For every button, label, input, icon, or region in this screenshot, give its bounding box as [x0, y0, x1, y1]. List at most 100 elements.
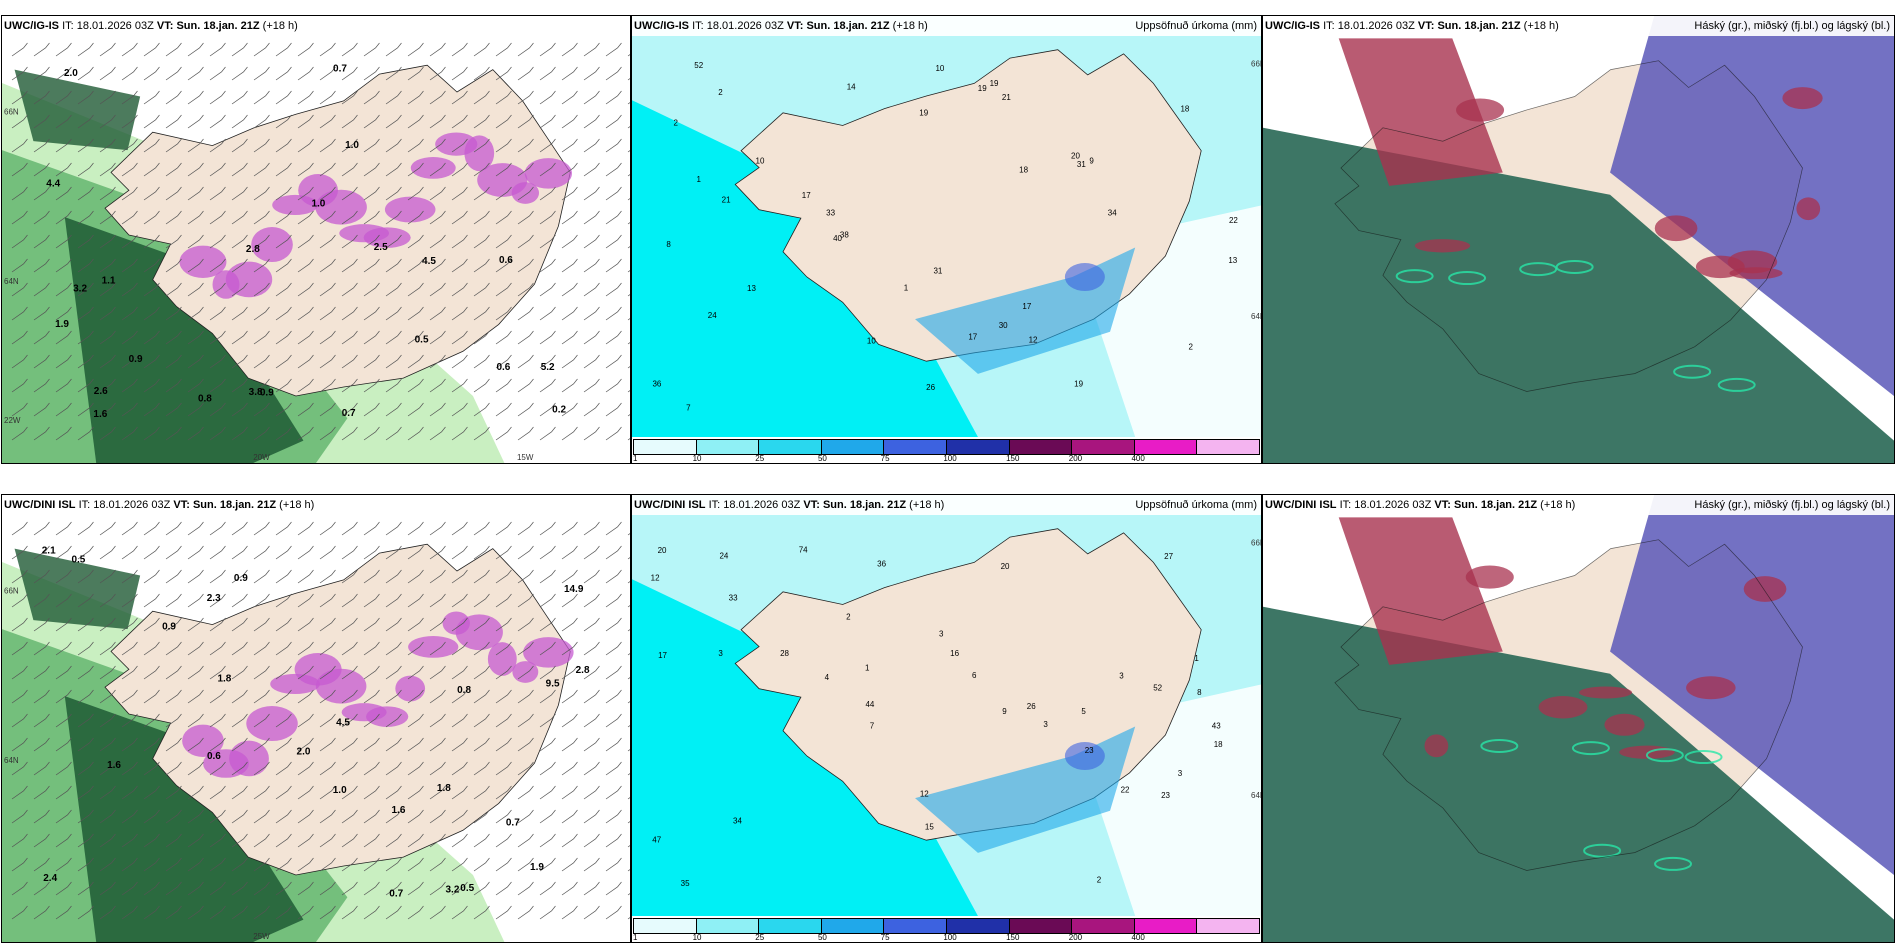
legend-swatch [821, 440, 885, 454]
axis-label: 64N [4, 277, 19, 286]
value-label: 4.4 [46, 179, 60, 190]
value-label: 2.8 [246, 244, 260, 255]
value-label: 2.0 [64, 68, 78, 79]
panel-dini-precip: UWC/DINI ISL IT: 18.01.2026 03Z VT: Sun.… [631, 494, 1262, 943]
value-label: 2.4 [43, 873, 57, 884]
legend-swatch [759, 919, 822, 933]
value-label: 2.5 [374, 242, 388, 253]
value-label: 1.6 [391, 805, 405, 816]
value-label: 0.8 [457, 685, 471, 696]
value-label: 22 [1121, 785, 1130, 794]
value-label: 0.9 [260, 388, 274, 399]
panel-header: UWC/DINI ISL IT: 18.01.2026 03Z VT: Sun.… [1263, 495, 1894, 515]
legend-swatch [884, 919, 947, 933]
panel-dini-wind: UWC/DINI ISL IT: 18.01.2026 03Z VT: Sun.… [1, 494, 631, 943]
value-label: 0.7 [389, 888, 403, 899]
legend-tick: 75 [880, 933, 890, 942]
value-label: 31 [933, 266, 942, 275]
value-label: 19 [919, 109, 928, 118]
value-label: 10 [935, 64, 944, 73]
legend-swatch [696, 440, 760, 454]
wind-map: 0.7 0.8 0.5 0.9 1.6 2.3 3.2 2.4 1.9 9.5 2.1 1.8 14.9… [2, 495, 630, 942]
axis-label: 64N [1251, 791, 1261, 800]
axis-label: 66N [4, 107, 19, 116]
value-label: 1.9 [55, 319, 69, 330]
value-label: 0.8 [198, 393, 212, 404]
value-label: 31 [1077, 160, 1086, 169]
value-label: 40 [833, 234, 842, 243]
legend-tick: 10 [692, 933, 702, 942]
legend-tick: 25 [755, 933, 765, 942]
legend-swatch [821, 919, 885, 933]
value-label: 10 [867, 337, 876, 346]
value-label: 23 [1161, 791, 1170, 800]
value-label: 38 [840, 231, 849, 240]
value-label: 0.6 [496, 362, 510, 373]
precip-legend: 1 10 25 50 75 100 150 200 400 [632, 916, 1261, 942]
value-label: 4 [825, 673, 830, 682]
legend-swatch [1009, 919, 1073, 933]
value-label: 7 [870, 721, 875, 730]
panel-ig-cloud: UWC/IG-IS IT: 18.01.2026 03Z VT: Sun. 18… [1262, 15, 1895, 464]
value-label: 3.8 [249, 387, 263, 398]
value-label: 17 [802, 191, 811, 200]
value-label: 4.5 [336, 717, 350, 728]
value-label: 1 [865, 664, 870, 673]
precip-legend: 1 10 25 50 75 100 150 200 400 [632, 437, 1261, 463]
panel-header: UWC/DINI ISL IT: 18.01.2026 03Z VT: Sun.… [632, 495, 1261, 515]
value-label: 18 [1180, 105, 1189, 114]
value-label: 9.5 [546, 678, 560, 689]
value-label: 14.9 [564, 584, 584, 595]
legend-tick: 50 [817, 454, 827, 463]
value-label: 16 [950, 649, 959, 658]
value-label: 26 [926, 383, 935, 392]
value-label: 3 [1119, 672, 1124, 681]
value-label: 33 [826, 209, 835, 218]
axis-label: 66N [1251, 60, 1261, 69]
value-label: 15 [925, 822, 934, 831]
axis-label: 25W [253, 932, 270, 941]
value-label: 1.0 [333, 785, 347, 796]
value-label: 9 [1002, 707, 1007, 716]
value-label: 20 [1071, 151, 1080, 160]
value-label: 2.6 [94, 386, 108, 397]
legend-swatch [946, 440, 1010, 454]
value-label: 47 [652, 836, 661, 845]
value-label: 1.8 [437, 783, 451, 794]
legend-swatch [1134, 919, 1198, 933]
axis-label: 22W [4, 416, 21, 425]
value-label: 0.6 [207, 751, 221, 762]
value-label: 36 [877, 560, 886, 569]
value-label: 3 [718, 649, 723, 658]
axis-label: 64N [1251, 312, 1261, 321]
legend-tick: 400 [1131, 933, 1145, 942]
value-label: 17 [1022, 302, 1031, 311]
value-label: 4.5 [422, 256, 436, 267]
value-label: 1.6 [93, 409, 107, 420]
value-label: 2.3 [207, 593, 221, 604]
value-label: 8 [666, 240, 671, 249]
value-label: 0.9 [129, 354, 143, 365]
legend-swatch [1197, 919, 1259, 933]
legend-tick: 50 [817, 933, 827, 942]
value-label: 0.5 [71, 555, 85, 566]
value-label: 74 [799, 545, 808, 554]
value-label: 21 [722, 195, 731, 204]
value-label: 14 [847, 83, 856, 92]
value-label: 2 [1188, 343, 1193, 352]
value-label: 1 [1194, 654, 1199, 663]
legend-swatch [696, 919, 760, 933]
legend-swatch [634, 919, 697, 933]
legend-swatch [1072, 440, 1135, 454]
value-label: 28 [780, 649, 789, 658]
value-label: 19 [990, 79, 999, 88]
value-label: 20 [658, 546, 667, 555]
value-label: 0.5 [415, 335, 429, 346]
value-label: 34 [1108, 208, 1117, 217]
value-label: 3.2 [446, 885, 460, 896]
legend-tick: 75 [880, 454, 890, 463]
value-label: 18 [1019, 165, 1028, 174]
value-label: 2 [846, 612, 851, 621]
legend-swatch [634, 440, 697, 454]
